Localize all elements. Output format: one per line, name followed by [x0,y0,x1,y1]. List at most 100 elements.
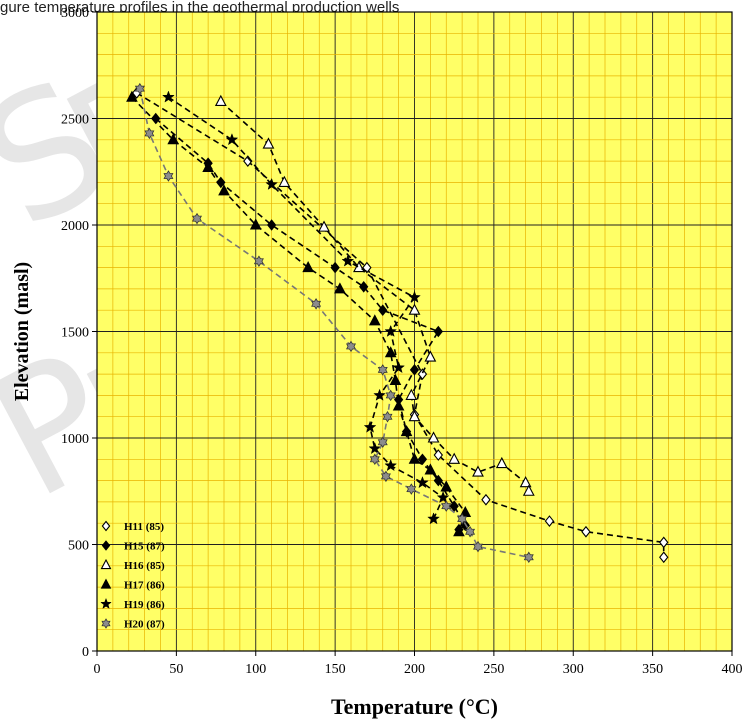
legend-label: H17 (86) [124,580,165,592]
x-tick-label: 50 [169,662,183,677]
data-point [427,431,440,443]
x-axis-title: Temperature (°C) [331,694,498,719]
series-2 [214,94,535,496]
data-point [163,170,174,182]
data-point [522,484,535,496]
grid [97,12,732,651]
data-point [424,350,437,362]
y-tick-label: 2500 [61,113,89,128]
data-point [473,540,483,553]
x-tick-label: 200 [404,662,425,677]
legend-item: H20 (87) [101,618,165,631]
legend-item: H16 (85) [100,558,165,572]
data-point [417,453,428,466]
data-point [341,254,355,267]
data-point [144,127,155,140]
data-point [243,155,253,167]
data-point [218,184,230,196]
data-point [405,388,418,400]
data-point [346,340,356,353]
legend-item: H17 (86) [100,578,165,592]
data-point [400,425,413,437]
data-point [392,399,405,411]
y-tick-label: 500 [68,539,89,554]
legend-item: H15 (87) [101,540,165,553]
data-point [266,219,277,231]
data-point [330,261,340,274]
data-point [433,325,443,338]
data-point [202,160,214,172]
data-point [373,388,386,401]
data-point [101,520,111,532]
series-line [136,92,665,558]
data-point [384,324,398,337]
data-point [453,525,465,537]
data-point [424,463,437,475]
series-5 [134,82,534,564]
series-line [155,117,467,531]
y-tick-label: 1500 [61,326,89,341]
data-point [378,304,388,317]
data-point [368,314,381,326]
data-point [408,290,421,303]
legend-label: H20 (87) [124,619,165,631]
data-point [302,261,314,273]
data-point [101,618,111,629]
data-point [409,364,420,376]
legend-label: H16 (85) [124,560,165,572]
legend-label: H15 (87) [124,541,165,553]
y-tick-label: 3000 [61,6,89,21]
data-point [262,137,275,149]
data-point [544,515,555,527]
data-point [436,490,450,504]
data-point [389,373,402,385]
legend-item: H11 (85) [101,520,164,533]
data-point [523,551,534,564]
y-tick-label: 2000 [61,219,89,234]
x-tick-label: 100 [245,662,266,677]
y-axis-title: Elevation (masl) [11,262,33,401]
data-point [457,513,468,525]
data-point [363,420,377,433]
data-point [416,476,429,489]
data-point [406,483,417,495]
data-point [495,456,508,469]
axis-ticks: 0 50 100 150 200 250 300 350 400 0 500 1000 1500 2000… [61,6,743,677]
data-point [265,177,279,190]
data-point [334,282,346,294]
series-3 [126,90,472,537]
data-point [380,470,391,483]
data-point [214,94,227,107]
data-point [385,389,396,402]
data-point [392,360,406,374]
data-point [465,525,476,538]
data-point [151,112,161,125]
series-line [131,96,467,532]
data-point [659,551,669,564]
data-point [368,441,382,455]
x-tick-label: 250 [483,662,504,677]
legend-label: H11 (85) [124,521,164,533]
data-point [472,465,484,477]
series-line [167,96,445,520]
x-tick-label: 400 [722,662,743,677]
data-point [449,500,459,512]
series-4 [162,90,450,525]
data-point [448,452,461,464]
series-layer [126,82,669,564]
figure-caption: gure temperature profiles in the geother… [0,0,400,15]
data-point [519,476,532,488]
y-tick-label: 1000 [61,432,89,447]
data-point [101,540,111,551]
data-point [249,218,262,230]
data-point [318,220,330,232]
data-point [433,474,443,487]
data-point [433,449,444,461]
data-point [377,364,388,376]
data-point [659,536,669,549]
legend-label: H19 (86) [124,599,165,611]
data-point [100,558,112,570]
x-tick-label: 0 [94,662,101,677]
data-point [481,493,491,506]
data-point [359,280,369,293]
